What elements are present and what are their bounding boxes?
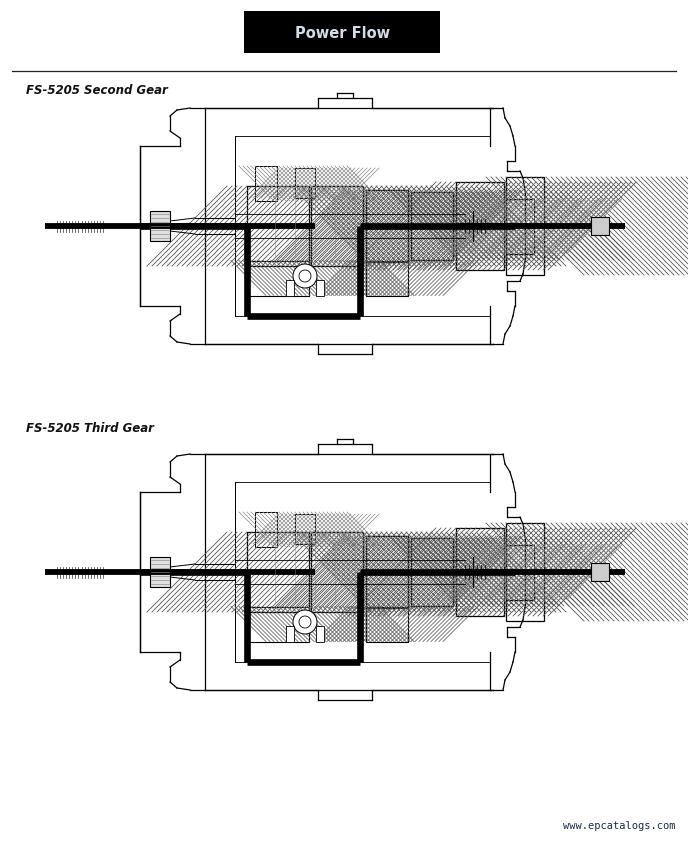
Bar <box>506 199 534 254</box>
Text: FS-5205 Third Gear: FS-5205 Third Gear <box>26 421 154 434</box>
Bar <box>366 191 408 262</box>
Bar <box>311 533 363 612</box>
Bar <box>255 167 277 202</box>
Bar <box>247 607 309 641</box>
Bar <box>506 523 544 621</box>
Bar <box>247 533 309 612</box>
Bar <box>591 563 609 582</box>
Bar <box>591 218 609 235</box>
Circle shape <box>293 265 317 289</box>
Bar <box>295 169 315 199</box>
Text: Power Flow: Power Flow <box>294 25 390 41</box>
Bar <box>311 187 363 267</box>
Bar <box>286 626 294 642</box>
Bar <box>244 12 440 54</box>
Bar <box>150 212 170 241</box>
Bar <box>366 537 408 609</box>
Circle shape <box>293 610 317 634</box>
Bar <box>247 261 309 296</box>
Bar <box>366 607 408 641</box>
Bar <box>456 183 504 271</box>
Bar <box>316 281 324 296</box>
Bar <box>316 626 324 642</box>
Text: www.epcatalogs.com: www.epcatalogs.com <box>563 820 676 830</box>
Bar <box>247 187 309 267</box>
Bar <box>295 514 315 544</box>
Bar <box>411 538 453 606</box>
Bar <box>286 281 294 296</box>
Bar <box>456 528 504 616</box>
Bar <box>255 512 277 548</box>
Bar <box>411 192 453 261</box>
Bar <box>506 178 544 276</box>
Bar <box>366 261 408 296</box>
Bar <box>150 557 170 587</box>
Text: FS-5205 Second Gear: FS-5205 Second Gear <box>26 84 168 96</box>
Bar <box>506 545 534 600</box>
